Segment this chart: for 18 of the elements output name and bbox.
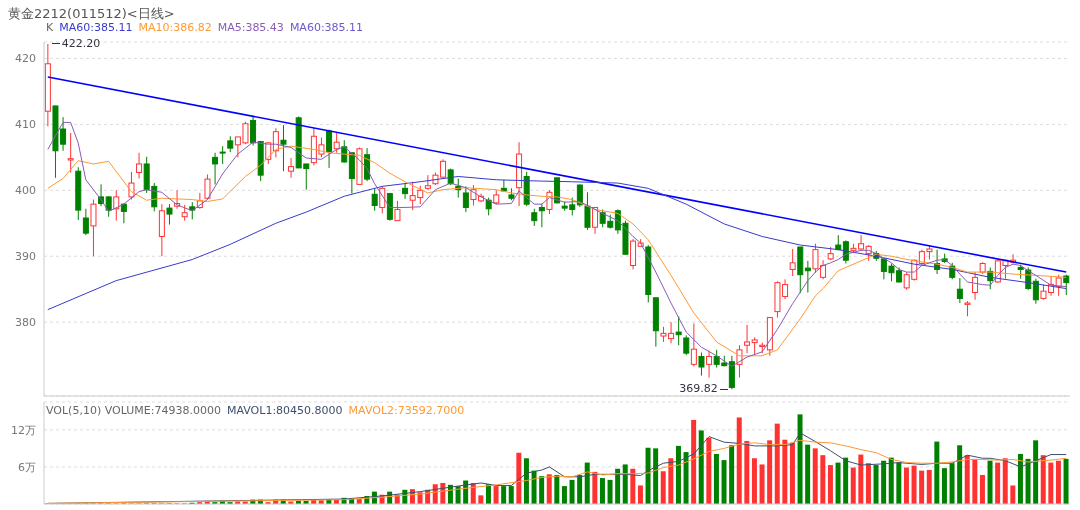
annotation: 369.82 bbox=[679, 382, 718, 396]
y-tick-label: 420 bbox=[15, 52, 36, 66]
y-tick-label: 390 bbox=[15, 250, 36, 264]
annotation: 422.20 bbox=[61, 36, 101, 50]
chart-title: VOL(5,10) VOLUME:74938.0000 bbox=[46, 404, 221, 417]
text: MA10:386.82 bbox=[138, 21, 212, 34]
text: MAVOL1:80450.8000 bbox=[226, 404, 343, 417]
text: MA60:385.11 bbox=[289, 21, 364, 34]
y-tick-label: 6万 bbox=[18, 460, 36, 474]
y-tick-label: 12万 bbox=[11, 423, 36, 437]
text: MA5:385.43 bbox=[217, 21, 284, 34]
y-tick-label: 380 bbox=[15, 316, 36, 330]
y-tick-label: 410 bbox=[15, 118, 36, 132]
chart-subtitle: K bbox=[46, 21, 54, 34]
y-tick-label: 400 bbox=[15, 184, 36, 198]
text: MA60:385.11 bbox=[59, 21, 133, 34]
chart-title: 黄金2212(011512)<日线> bbox=[8, 5, 175, 23]
text: MAVOL2:73592.7000 bbox=[348, 404, 465, 417]
